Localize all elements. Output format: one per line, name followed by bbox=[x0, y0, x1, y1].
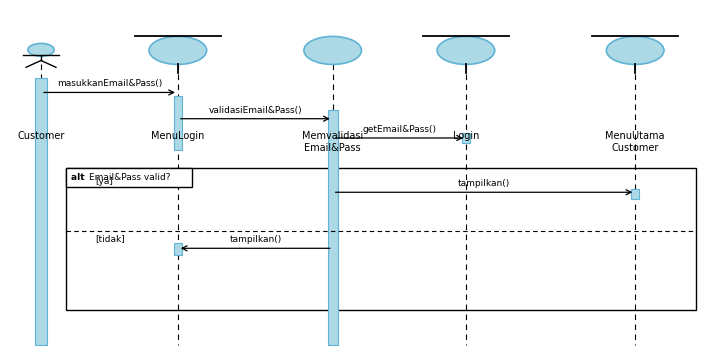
Text: Memvalidasi
Email&Pass: Memvalidasi Email&Pass bbox=[302, 131, 364, 152]
Circle shape bbox=[437, 36, 495, 65]
Bar bbox=[174, 243, 181, 255]
Text: MenuLogin: MenuLogin bbox=[151, 131, 205, 141]
Text: MenuUtama
Customer: MenuUtama Customer bbox=[605, 131, 665, 152]
Text: [ya]: [ya] bbox=[95, 176, 113, 185]
Text: masukkanEmail&Pass(): masukkanEmail&Pass() bbox=[57, 79, 162, 88]
Circle shape bbox=[304, 36, 362, 65]
Bar bbox=[35, 78, 48, 345]
Bar bbox=[174, 96, 181, 150]
Bar bbox=[631, 189, 639, 199]
Text: alt: alt bbox=[72, 173, 88, 182]
Text: Customer: Customer bbox=[17, 131, 64, 141]
Text: [tidak]: [tidak] bbox=[95, 234, 125, 243]
Circle shape bbox=[149, 36, 207, 65]
Text: getEmail&Pass(): getEmail&Pass() bbox=[363, 125, 437, 134]
Bar bbox=[67, 168, 192, 187]
Circle shape bbox=[28, 43, 54, 56]
Text: Login: Login bbox=[453, 131, 479, 141]
Text: Email&Pass valid?: Email&Pass valid? bbox=[89, 173, 171, 182]
Bar bbox=[67, 168, 696, 310]
Circle shape bbox=[607, 36, 664, 65]
Bar bbox=[462, 133, 470, 143]
Text: tampilkan(): tampilkan() bbox=[229, 235, 282, 244]
Text: tampilkan(): tampilkan() bbox=[458, 179, 510, 188]
Bar bbox=[328, 110, 338, 345]
Text: validasiEmail&Pass(): validasiEmail&Pass() bbox=[209, 106, 302, 114]
